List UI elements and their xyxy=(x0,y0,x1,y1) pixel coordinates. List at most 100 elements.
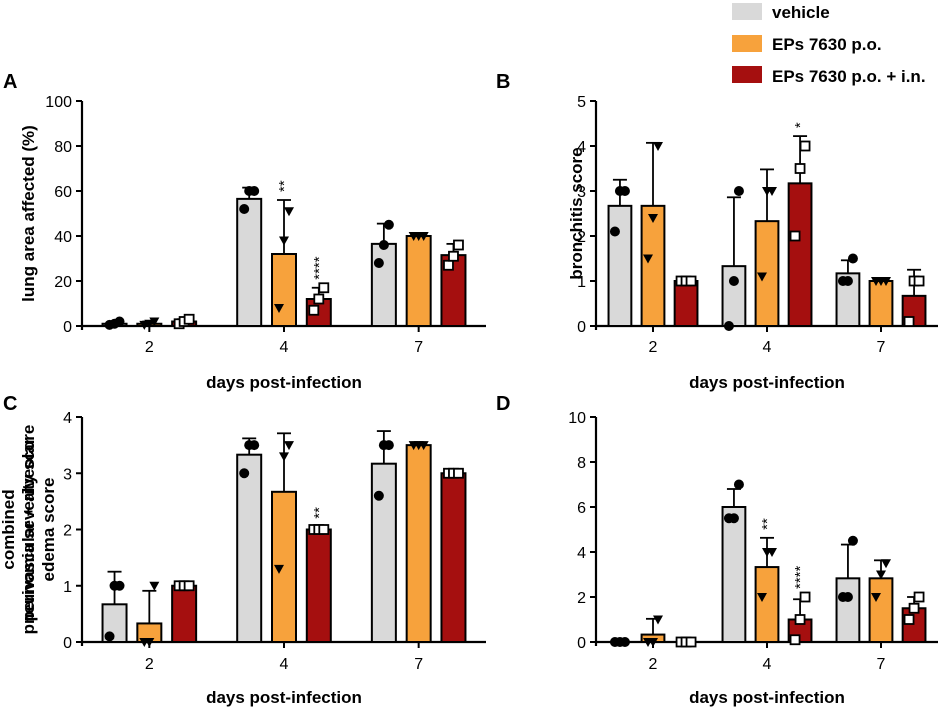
x-tick-label: 2 xyxy=(145,339,154,356)
y-tick-label: 0 xyxy=(577,319,586,336)
x-tick-label: 7 xyxy=(414,656,423,673)
data-point-square xyxy=(308,304,320,316)
bar-triangle-panel-a xyxy=(271,253,297,327)
data-point-triangle xyxy=(757,272,767,282)
data-point-square xyxy=(794,163,806,174)
y-tick-label: 1 xyxy=(577,274,586,291)
chart-panel-a: 0 20 40 60 80 100 lung area affected (%) days p… xyxy=(19,94,486,392)
y-axis-label: edema score xyxy=(39,478,58,582)
data-point-circle xyxy=(842,276,853,286)
panel-letter-c: C xyxy=(3,393,17,415)
significance-label: **** xyxy=(311,256,328,280)
data-point-circle xyxy=(609,226,620,237)
x-tick-label: 2 xyxy=(145,656,154,673)
panel-letter-b: B xyxy=(496,71,510,93)
data-point-square xyxy=(443,259,454,271)
data-point-circle xyxy=(239,204,250,214)
bar-circle-panel-c xyxy=(236,453,263,643)
panel-letter-d: D xyxy=(496,393,510,415)
data-point-square xyxy=(453,467,464,479)
data-point-circle xyxy=(619,637,630,647)
bar-circle-panel-d xyxy=(835,577,861,644)
bar-circle-panel-a xyxy=(370,242,397,327)
bar-circle-panel-b xyxy=(607,204,633,328)
data-point-square xyxy=(903,614,915,625)
chart-panel-b: 0 1 2 3 4 5 bronchitis score days post-infectio… xyxy=(567,94,938,392)
y-tick-label: 10 xyxy=(568,410,586,427)
y-tick-label: 4 xyxy=(577,545,586,562)
y-tick-label: 3 xyxy=(63,466,72,483)
x-tick-label: 7 xyxy=(877,656,886,673)
data-point-triangle xyxy=(144,638,155,647)
data-point-triangle xyxy=(767,187,777,196)
data-point-square xyxy=(183,313,195,325)
data-point-triangle xyxy=(418,441,429,451)
data-point-triangle xyxy=(284,207,294,217)
significance-label: * xyxy=(792,122,809,128)
x-axis-label: days post-infection xyxy=(206,373,362,392)
data-point-triangle xyxy=(279,452,289,462)
data-point-circle xyxy=(619,186,630,196)
y-tick-label: 20 xyxy=(54,274,72,291)
x-tick-label: 4 xyxy=(763,656,772,673)
data-point-square xyxy=(313,293,325,305)
data-point-triangle xyxy=(648,638,658,647)
data-point-circle xyxy=(733,479,744,490)
data-point-triangle xyxy=(881,559,891,569)
bar-square-panel-c xyxy=(440,472,467,643)
y-tick-label: 4 xyxy=(577,139,586,156)
data-point-square xyxy=(789,230,801,242)
data-point-triangle xyxy=(653,615,663,625)
data-point-triangle xyxy=(648,214,658,223)
bar-triangle-panel-c xyxy=(405,444,432,643)
data-point-circle xyxy=(239,468,250,479)
data-point-circle xyxy=(383,440,394,451)
data-point-triangle xyxy=(279,236,289,246)
x-tick-label: 2 xyxy=(649,656,658,673)
data-point-triangle xyxy=(871,593,881,602)
data-point-circle xyxy=(104,631,115,642)
legend-label-vehicle: vehicle xyxy=(772,3,830,22)
data-point-triangle xyxy=(757,593,767,602)
data-point-square xyxy=(685,636,697,648)
y-tick-label: 0 xyxy=(63,319,72,336)
data-point-triangle xyxy=(876,570,886,580)
significance-label: ** xyxy=(311,507,328,519)
x-tick-label: 7 xyxy=(414,339,423,356)
y-tick-label: 2 xyxy=(577,229,586,246)
data-point-circle xyxy=(723,321,734,331)
data-point-triangle xyxy=(284,441,294,451)
y-axis-label: perivascular + alveolar xyxy=(19,437,38,621)
x-tick-label: 7 xyxy=(877,339,886,356)
bar-triangle-panel-d xyxy=(868,577,894,644)
data-point-circle xyxy=(733,186,744,196)
x-tick-label: 4 xyxy=(280,656,289,673)
data-point-circle xyxy=(114,580,125,591)
panel-letter-a: A xyxy=(3,71,17,93)
y-tick-label: 2 xyxy=(577,590,586,607)
data-point-circle xyxy=(383,219,394,230)
bar-square-panel-c xyxy=(171,584,198,643)
y-tick-label: 60 xyxy=(54,184,72,201)
data-point-circle xyxy=(378,240,389,250)
bar-triangle-panel-d xyxy=(754,566,780,644)
legend: vehicle EPs 7630 p.o. EPs 7630 p.o. + i.… xyxy=(732,3,926,86)
bar-circle-panel-b xyxy=(721,265,747,327)
bar-triangle-panel-a xyxy=(405,235,432,327)
significance-label: ** xyxy=(276,180,293,192)
data-point-triangle xyxy=(767,548,777,557)
data-point-square xyxy=(913,275,925,287)
data-point-square xyxy=(799,591,811,603)
data-point-circle xyxy=(847,253,858,264)
y-tick-label: 4 xyxy=(63,410,72,427)
data-point-circle xyxy=(728,513,739,524)
significance-label: **** xyxy=(792,565,809,589)
legend-swatch-vehicle xyxy=(732,3,762,20)
legend-swatch-eps-po xyxy=(732,35,762,52)
y-tick-label: 100 xyxy=(45,94,72,111)
y-axis-label: combined xyxy=(0,489,18,569)
y-tick-label: 3 xyxy=(577,184,586,201)
x-axis-label: days post-infection xyxy=(206,688,362,707)
bar-triangle-panel-b xyxy=(640,204,666,328)
